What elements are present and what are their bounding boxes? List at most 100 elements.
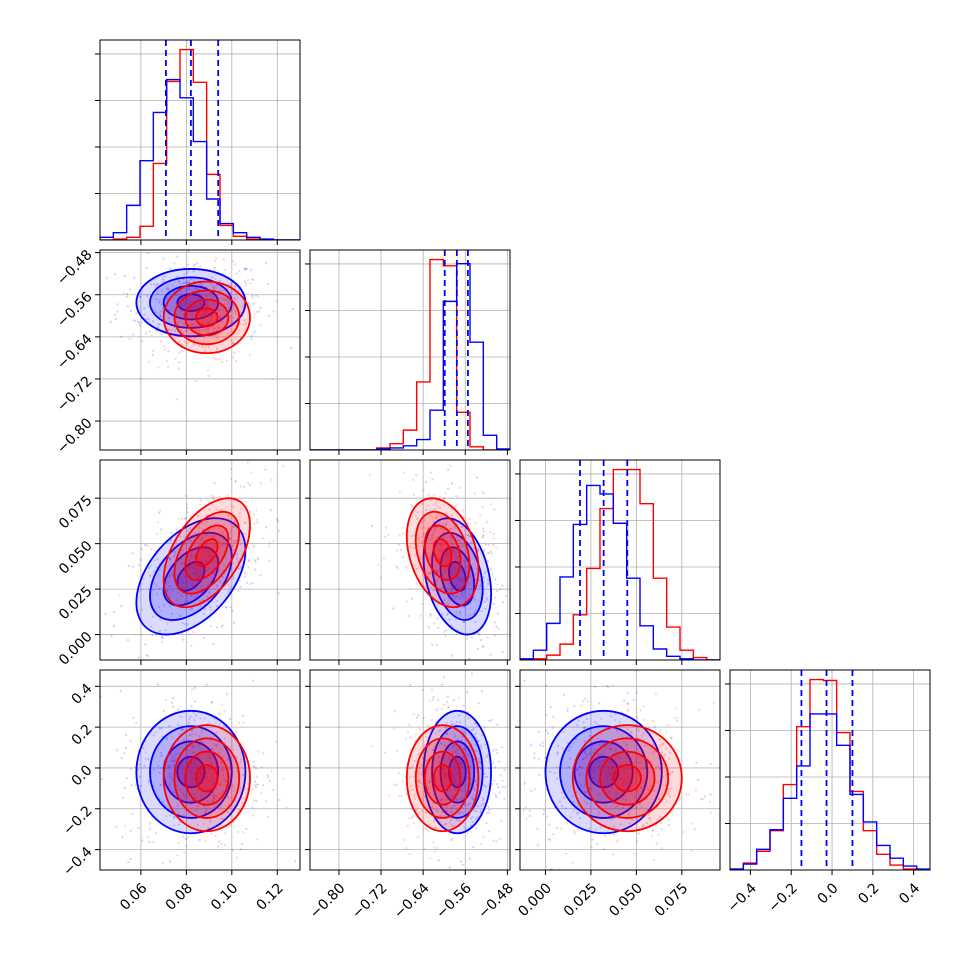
scatter-point-red — [690, 849, 693, 853]
scatter-point-red — [406, 824, 409, 828]
scatter-point-blue — [435, 570, 438, 573]
scatter-point-red — [234, 284, 237, 288]
scatter-point-blue — [192, 792, 195, 796]
scatter-point-blue — [225, 693, 229, 696]
scatter-point-red — [434, 826, 438, 829]
scatter-point-blue — [456, 664, 458, 666]
contour-red — [599, 750, 656, 806]
scatter-point-red — [227, 302, 230, 305]
scatter-point-red — [210, 784, 213, 787]
scatter-point-blue — [233, 309, 237, 313]
scatter-point-red — [196, 804, 199, 807]
scatter-point-red — [486, 560, 489, 563]
scatter-point-red — [658, 738, 662, 742]
scatter-point-red — [165, 583, 168, 586]
scatter-point-blue — [635, 691, 638, 694]
scatter-point-blue — [192, 571, 195, 574]
scatter-point-red — [244, 284, 247, 287]
scatter-point-red — [176, 778, 180, 781]
scatter-point-red — [412, 546, 415, 549]
scatter-point-blue — [162, 603, 166, 607]
scatter-point-blue — [444, 822, 448, 826]
scatter-point-red — [453, 733, 456, 736]
scatter-point-blue — [183, 281, 186, 285]
scatter-point-red — [583, 800, 586, 803]
scatter-point-blue — [199, 739, 202, 742]
scatter-point-red — [194, 328, 197, 332]
scatter-point-blue — [239, 543, 242, 546]
scatter-point-red — [622, 783, 625, 786]
scatter-point-blue — [216, 626, 219, 629]
scatter-point-red — [205, 286, 209, 289]
scatter-point-blue — [703, 795, 706, 798]
scatter-point-blue — [484, 543, 488, 546]
scatter-point-red — [435, 526, 438, 529]
scatter-point-blue — [201, 876, 203, 878]
scatter-point-blue — [427, 626, 430, 629]
scatter-point-red — [421, 502, 424, 506]
scatter-point-blue — [474, 620, 477, 624]
scatter-point-blue — [576, 812, 580, 815]
scatter-point-red — [667, 724, 670, 727]
scatter-point-red — [183, 580, 186, 584]
scatter-point-red — [642, 753, 645, 756]
scatter-point-red — [182, 301, 185, 304]
scatter-point-red — [641, 793, 644, 796]
scatter-point-red — [609, 767, 612, 770]
scatter-point-blue — [209, 820, 212, 823]
scatter-point-red — [152, 574, 155, 578]
scatter-point-blue — [471, 816, 474, 819]
scatter-point-red — [180, 517, 184, 520]
scatter-point-blue — [659, 729, 662, 732]
scatter-point-red — [175, 543, 178, 546]
scatter-point-red — [271, 378, 274, 381]
scatter-point-red — [433, 581, 437, 584]
scatter-point-blue — [475, 827, 478, 830]
scatter-point-red — [183, 795, 186, 798]
scatter-point-blue — [190, 777, 194, 780]
scatter-point-red — [468, 755, 471, 758]
scatter-point-blue — [584, 697, 587, 700]
scatter-point-blue — [268, 779, 271, 783]
scatter-point-blue — [585, 717, 588, 721]
scatter-point-red — [442, 771, 445, 774]
scatter-point-red — [434, 795, 437, 798]
scatter-point-blue — [157, 764, 160, 768]
scatter-point-blue — [616, 883, 618, 885]
scatter-point-blue — [484, 743, 487, 746]
scatter-point-red — [207, 779, 210, 782]
scatter-point-blue — [208, 508, 211, 511]
scatter-point-blue — [460, 580, 464, 583]
scatter-point-red — [430, 718, 433, 722]
scatter-point-blue — [444, 726, 447, 729]
scatter-point-blue — [622, 797, 625, 801]
scatter-point-red — [199, 759, 202, 763]
scatter-point-blue — [569, 757, 572, 760]
scatter-point-red — [181, 327, 185, 330]
scatter-point-blue — [495, 748, 498, 751]
scatter-point-red — [226, 493, 229, 497]
scatter-point-red — [202, 822, 206, 826]
scatter-point-blue — [244, 521, 247, 525]
scatter-point-red — [640, 786, 643, 789]
scatter-point-blue — [169, 585, 173, 588]
scatter-point-red — [437, 819, 440, 823]
scatter-point-blue — [211, 779, 214, 782]
contour-red — [184, 298, 230, 337]
scatter-point-blue — [125, 777, 128, 780]
scatter-point-red — [180, 594, 184, 597]
scatter-point-red — [183, 303, 187, 306]
scatter-point-red — [627, 813, 630, 816]
scatter-point-blue — [469, 613, 472, 616]
scatter-point-red — [188, 536, 191, 540]
scatter-point-blue — [172, 815, 175, 818]
scatter-point-red — [473, 492, 476, 495]
scatter-point-blue — [290, 346, 293, 349]
scatter-point-red — [228, 531, 231, 534]
scatter-point-red — [668, 772, 671, 775]
scatter-point-red — [198, 526, 201, 530]
scatter-point-red — [210, 761, 213, 765]
scatter-point-blue — [145, 653, 148, 657]
scatter-point-red — [203, 329, 206, 332]
scatter-point-red — [150, 815, 154, 819]
